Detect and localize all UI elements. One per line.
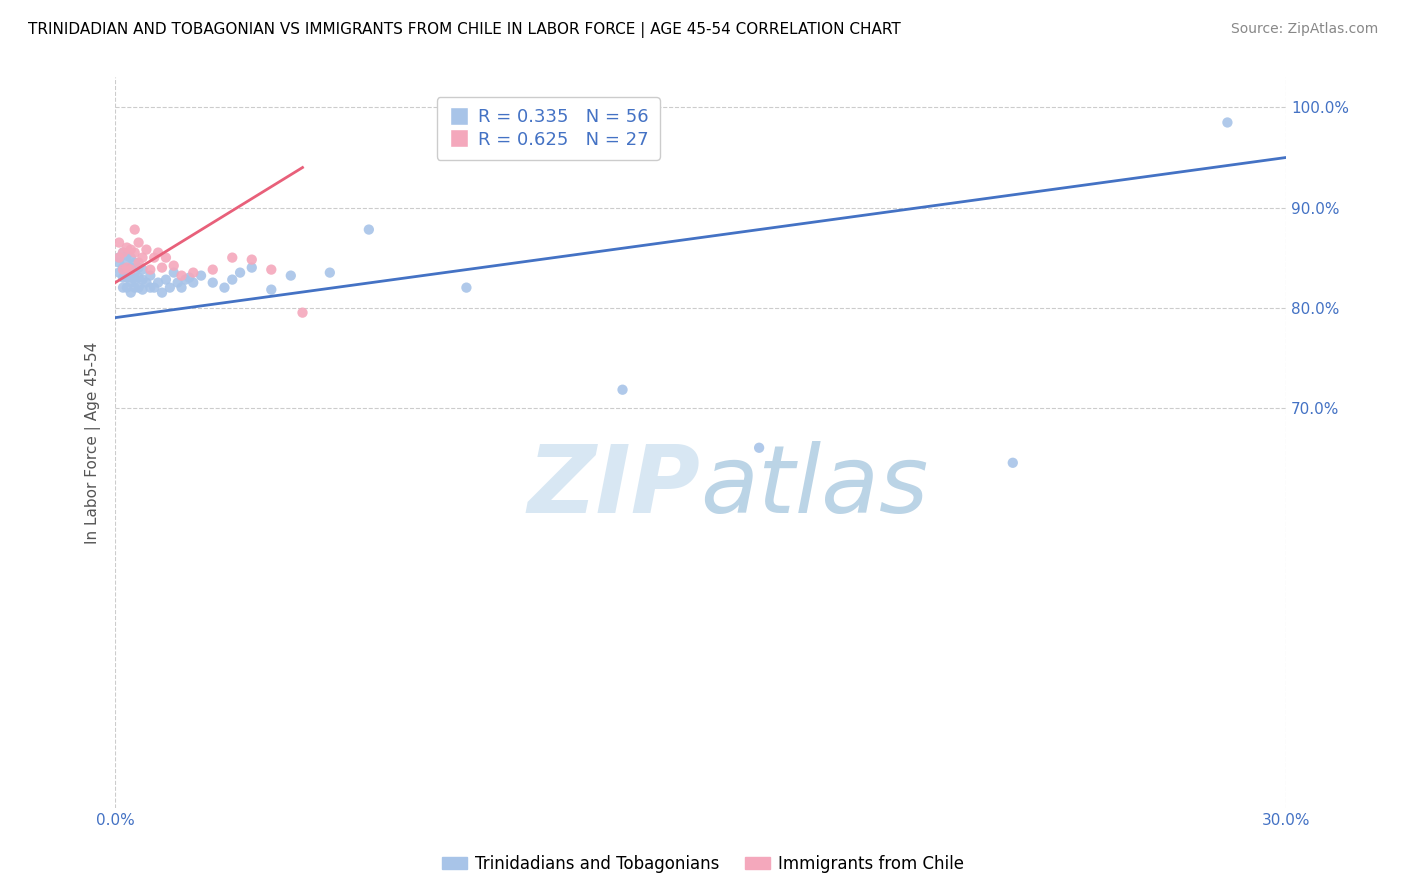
Point [170,280,193,294]
Point [155,272,177,286]
Point [181,266,204,280]
Point [115,241,138,255]
Text: TRINIDADIAN AND TOBAGONIAN VS IMMIGRANTS FROM CHILE IN LABOR FORCE | AGE 45-54 C: TRINIDADIAN AND TOBAGONIAN VS IMMIGRANTS… [28,22,901,38]
Point [128,235,150,250]
Point [131,272,153,286]
Point [229,266,252,280]
Point [221,272,243,286]
Point [108,235,131,250]
Point [124,272,146,286]
Legend: R = 0.335   N = 56, R = 0.625   N = 27: R = 0.335 N = 56, R = 0.625 N = 27 [437,97,659,160]
Point [115,262,138,277]
Point [1001,456,1024,470]
Point [120,251,142,265]
Point [120,243,142,257]
Point [181,276,204,290]
Point [260,283,283,297]
Point [143,251,166,265]
Point [612,383,634,397]
Point [291,305,314,319]
Point [108,266,131,280]
Point [115,270,138,285]
Point [120,262,142,277]
Point [111,245,134,260]
Point [1216,115,1239,129]
Point [139,268,162,283]
Point [146,276,169,290]
Point [120,276,142,290]
Point [201,262,224,277]
Point [115,280,138,294]
Point [128,260,150,275]
Point [748,441,770,455]
Point [139,280,162,294]
Point [108,251,131,265]
Point [108,251,131,265]
Point [179,270,201,285]
Point [120,285,142,300]
Point [240,260,263,275]
Point [131,262,153,277]
Point [124,280,146,294]
Point [159,280,181,294]
Text: Source: ZipAtlas.com: Source: ZipAtlas.com [1230,22,1378,37]
Point [108,255,131,269]
Point [357,222,380,236]
Point [174,272,197,286]
Point [139,262,162,277]
Y-axis label: In Labor Force | Age 45-54: In Labor Force | Age 45-54 [86,342,101,544]
Point [124,245,146,260]
Point [319,266,342,280]
Point [115,260,138,275]
Point [128,270,150,285]
Point [143,280,166,294]
Point [170,268,193,283]
Point [131,283,153,297]
Point [124,266,146,280]
Point [111,280,134,294]
Point [221,251,243,265]
Point [124,255,146,269]
Point [128,280,150,294]
Point [163,266,186,280]
Point [111,245,134,260]
Point [120,268,142,283]
Point [214,280,236,294]
Legend: Trinidadians and Tobagonians, Immigrants from Chile: Trinidadians and Tobagonians, Immigrants… [436,848,970,880]
Point [240,252,263,267]
Point [163,259,186,273]
Point [201,276,224,290]
Point [135,243,157,257]
Point [166,276,188,290]
Point [111,260,134,275]
Point [260,262,283,277]
Point [150,285,173,300]
Point [146,245,169,260]
Point [150,260,173,275]
Point [155,251,177,265]
Point [111,262,134,277]
Point [124,222,146,236]
Point [128,255,150,269]
Text: ZIP: ZIP [527,441,700,533]
Point [131,251,153,265]
Point [190,268,212,283]
Text: atlas: atlas [700,442,929,533]
Point [115,249,138,263]
Point [135,276,157,290]
Point [120,260,142,275]
Point [280,268,302,283]
Point [111,270,134,285]
Point [115,255,138,269]
Point [456,280,478,294]
